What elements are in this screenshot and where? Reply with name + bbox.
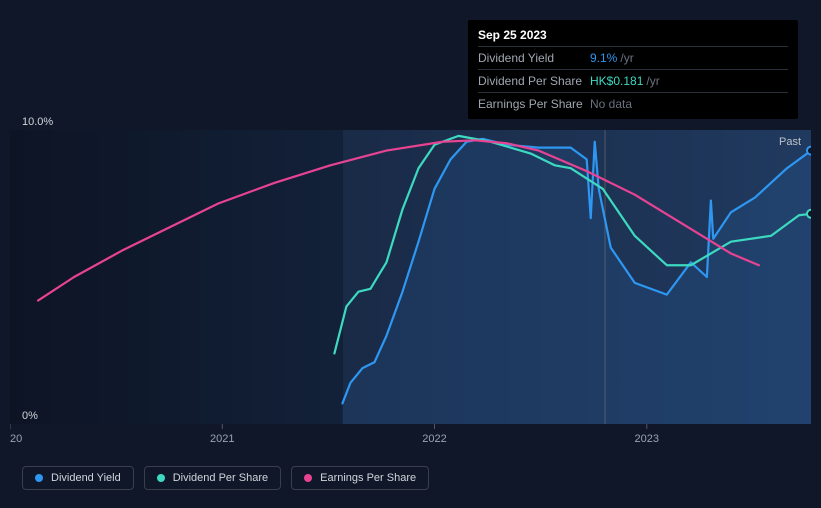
tooltip-row-value: HK$0.181 (590, 72, 643, 90)
y-axis-label: 0% (22, 410, 38, 422)
svg-text:2023: 2023 (635, 433, 659, 445)
tooltip-row-value: 9.1% (590, 49, 617, 67)
chart-svg: 2020 2021 2022 2023 (10, 108, 811, 452)
legend-item[interactable]: Dividend Per Share (144, 466, 281, 490)
legend-label: Earnings Per Share (320, 472, 416, 484)
svg-text:2021: 2021 (210, 433, 234, 445)
tooltip-row-suffix: /yr (646, 72, 659, 90)
legend: Dividend Yield Dividend Per Share Earnings… (22, 466, 429, 490)
tooltip: Sep 25 2023 Dividend Yield9.1%/yrDividen… (468, 20, 798, 119)
y-axis-label: 10.0% (22, 116, 53, 128)
tooltip-row: Dividend Yield9.1%/yr (478, 46, 788, 69)
legend-label: Dividend Yield (51, 472, 121, 484)
svg-text:2022: 2022 (422, 433, 446, 445)
legend-label: Dividend Per Share (173, 472, 268, 484)
legend-item[interactable]: Dividend Yield (22, 466, 134, 490)
past-label: Past (779, 136, 801, 148)
tooltip-row: Dividend Per ShareHK$0.181/yr (478, 69, 788, 92)
legend-item[interactable]: Earnings Per Share (291, 466, 429, 490)
tooltip-date: Sep 25 2023 (478, 26, 788, 46)
tooltip-row-label: Dividend Per Share (478, 72, 590, 90)
tooltip-row-suffix: /yr (620, 49, 633, 67)
legend-dot (304, 474, 312, 482)
legend-dot (35, 474, 43, 482)
chart: 2020 2021 2022 2023 10.0% 0% Past (10, 108, 811, 452)
legend-dot (157, 474, 165, 482)
tooltip-row-label: Dividend Yield (478, 49, 590, 67)
svg-text:2020: 2020 (10, 433, 22, 445)
